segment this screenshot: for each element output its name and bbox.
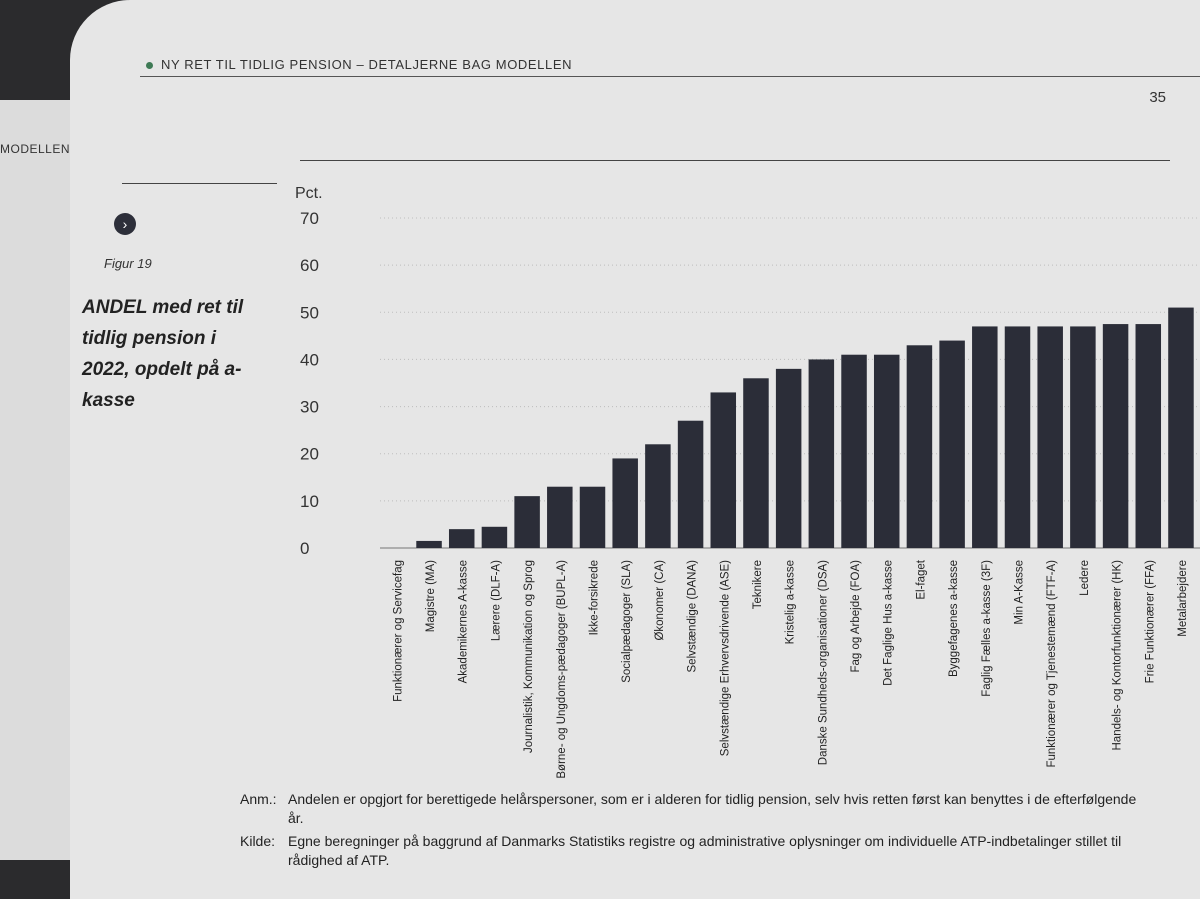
note-kilde: Kilde: Egne beregninger på baggrund af D… [240, 832, 1140, 870]
arrow-right-icon: › [114, 213, 136, 235]
bar [448, 529, 475, 548]
left-running-head: MODELLEN [0, 142, 71, 156]
bar [547, 486, 573, 548]
x-tick-label: Selvstændige Erhvervsdrivende (ASE) [719, 560, 731, 756]
x-tick-label: Selvstændige (DANA) [687, 560, 699, 673]
book-page: NY RET TIL TIDLIG PENSION – DETALJERNE B… [70, 0, 1200, 899]
bar [677, 420, 704, 548]
y-tick-label: 40 [300, 350, 319, 369]
bar [416, 540, 442, 548]
bar [841, 354, 867, 548]
bar-chart: 0 10 20 30 40 50 60 70 Funktionærer og Servicefa… [300, 209, 1200, 779]
bar [1070, 326, 1096, 548]
bar [906, 345, 933, 548]
x-tick-label: Ikke-forsikrede [589, 560, 601, 635]
x-tick-label: Byggefagenes a-kasse [948, 560, 960, 677]
bar [743, 378, 769, 548]
bar [1102, 324, 1129, 548]
x-tick-label: Journalistik, Kommunikation og Sprog [523, 560, 535, 753]
figure-rule-right [300, 160, 1170, 161]
bar [972, 326, 998, 548]
x-tick-label: Akademikernes A-kasse [458, 560, 470, 683]
x-tick-label: Socialpædagoger (SLA) [621, 560, 633, 683]
bar [645, 444, 671, 548]
y-tick-label: 70 [300, 209, 319, 228]
bar [808, 359, 835, 548]
bar [710, 392, 737, 548]
note-key: Kilde: [240, 833, 276, 849]
bar [1168, 307, 1194, 548]
x-tick-label: Ledere [1079, 560, 1091, 596]
x-tick-label: El-faget [915, 559, 927, 599]
note-text: Egne beregninger på baggrund af Danmarks… [288, 833, 1122, 868]
bar [775, 368, 802, 548]
bar [1135, 324, 1162, 548]
x-tick-label: Børne- og Ungdoms-pædagoger (BUPL-A) [556, 560, 568, 779]
x-tick-label: Frie Funktionærer (FFA) [1144, 560, 1156, 683]
y-axis-unit: Pct. [295, 185, 323, 202]
bar [612, 458, 638, 548]
figure-notes: Anm.: Andelen er opgjort for berettigede… [240, 790, 1140, 874]
header-title: NY RET TIL TIDLIG PENSION – DETALJERNE B… [161, 57, 573, 72]
x-tick-label: Danske Sundheds-organisationer (DSA) [817, 560, 829, 765]
figure-label: Figur 19 [104, 256, 152, 271]
running-header: NY RET TIL TIDLIG PENSION – DETALJERNE B… [146, 57, 572, 72]
x-tick-label: Økonomer (CA) [654, 560, 666, 641]
x-tick-label: Min A-Kasse [1014, 560, 1026, 625]
header-rule [140, 76, 1200, 77]
x-tick-label: Teknikere [752, 560, 764, 609]
y-tick-label: 30 [300, 398, 319, 417]
bar [514, 496, 540, 548]
bullet-icon [146, 62, 153, 69]
x-tick-label: Metalarbejdere [1177, 560, 1189, 637]
note-text: Andelen er opgjort for berettigede helår… [288, 791, 1137, 826]
x-tick-label: Funktionærer og Tjenestemænd (FTF-A) [1046, 560, 1058, 768]
bar [1004, 326, 1031, 548]
y-tick-label: 10 [300, 492, 319, 511]
note-key: Anm.: [240, 791, 277, 807]
y-tick-label: 60 [300, 256, 319, 275]
note-anm: Anm.: Andelen er opgjort for berettigede… [240, 790, 1140, 828]
y-tick-label: 50 [300, 303, 319, 322]
y-tick-label: 0 [300, 539, 309, 558]
x-tick-label: Funktionærer og Servicefag [392, 560, 404, 702]
x-tick-label: Kristelig a-kasse [785, 560, 797, 644]
x-tick-label: Handels- og Kontorfunktionærer (HK) [1112, 560, 1124, 751]
bar [481, 526, 508, 548]
figure-rule-left [122, 183, 277, 184]
x-tick-label: Faglig Fælles a-kasse (3F) [981, 560, 993, 697]
bar [1037, 326, 1063, 548]
x-tick-label: Fag og Arbejde (FOA) [850, 560, 862, 673]
bar [579, 486, 606, 548]
figure-title: ANDEL med ret til tidlig pension i 2022,… [82, 297, 244, 411]
y-tick-label: 20 [300, 445, 319, 464]
x-tick-label: Lærere (DLF-A) [490, 560, 502, 641]
x-tick-label: Magistre (MA) [425, 560, 437, 632]
x-tick-label: Det Faglige Hus a-kasse [883, 560, 895, 686]
bar [939, 340, 965, 548]
page-number: 35 [1149, 89, 1166, 106]
bar [873, 354, 900, 548]
